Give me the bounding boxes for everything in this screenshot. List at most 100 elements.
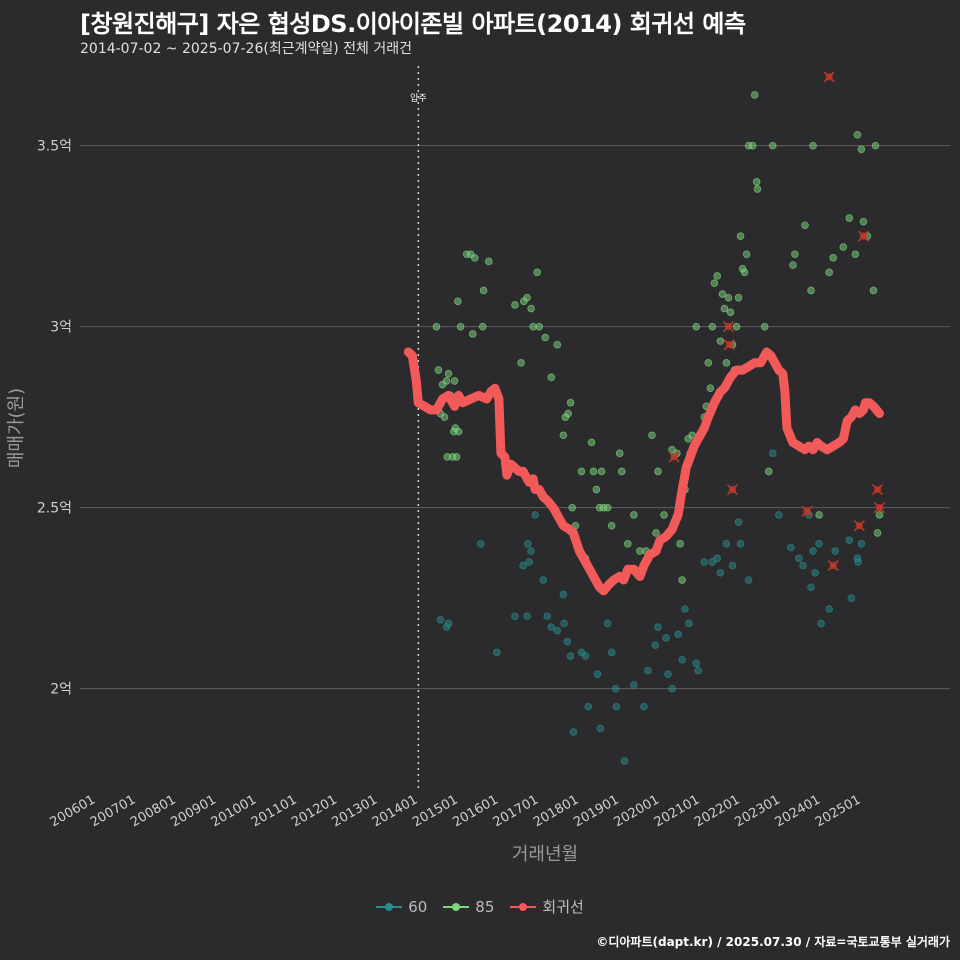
- point-60-44: [694, 666, 703, 675]
- y-tick-label-2: 3억: [50, 320, 72, 336]
- point-85-26: [517, 359, 525, 367]
- point-85-36: [559, 431, 568, 440]
- point-85-76: [708, 322, 717, 331]
- point-60-6: [523, 612, 531, 621]
- chart-subtitle: 2014-07-02 ~ 2025-07-26(최근계약일) 전체 거래건: [80, 41, 412, 57]
- x-tick-label-11: 201701: [491, 792, 541, 830]
- point-60-60: [807, 583, 815, 592]
- x-tick-label-7: 201301: [330, 792, 380, 830]
- point-60-67: [845, 536, 854, 545]
- point-60-27: [607, 648, 616, 657]
- point-85-111: [851, 250, 860, 259]
- point-60-31: [630, 681, 638, 689]
- point-60-43: [692, 659, 701, 668]
- outlier-marker-4: [823, 71, 835, 83]
- regression-line: [403, 347, 884, 596]
- point-85-79: [716, 337, 725, 345]
- chart-legend: 60 85 회귀선: [0, 896, 960, 917]
- point-85-102: [791, 250, 799, 259]
- legend-label-85: 85: [475, 897, 495, 916]
- point-85-11: [450, 377, 459, 385]
- legend-label-60: 60: [408, 897, 428, 916]
- point-85-94: [748, 141, 757, 150]
- point-85-104: [807, 286, 815, 295]
- point-85-87: [732, 322, 741, 331]
- point-60-3: [476, 540, 485, 548]
- point-85-84: [726, 308, 735, 316]
- point-60-49: [722, 540, 731, 548]
- point-60-65: [825, 605, 833, 613]
- point-85-95: [750, 91, 759, 99]
- point-60-16: [559, 590, 568, 599]
- x-tick-label-17: 202301: [732, 792, 782, 830]
- point-85-28: [523, 293, 531, 302]
- point-60-15: [553, 626, 562, 635]
- point-85-82: [722, 359, 731, 367]
- x-tick-label-1: 200701: [88, 792, 138, 830]
- point-60-13: [543, 612, 552, 621]
- point-60-64: [817, 619, 825, 628]
- point-85-99: [764, 467, 773, 476]
- point-60-40: [678, 655, 686, 664]
- point-60-54: [768, 449, 777, 458]
- legend-label-regression: 회귀선: [542, 898, 584, 916]
- point-85-108: [829, 254, 837, 262]
- point-85-64: [676, 540, 684, 548]
- point-60-56: [787, 543, 795, 552]
- point-85-70: [692, 322, 701, 331]
- point-85-16: [456, 322, 465, 331]
- point-85-106: [815, 511, 823, 519]
- point-85-113: [857, 145, 866, 154]
- point-85-98: [760, 322, 769, 331]
- point-85-81: [720, 304, 729, 313]
- point-85-83: [724, 293, 733, 302]
- point-85-51: [607, 521, 616, 530]
- point-60-39: [674, 630, 682, 639]
- point-85-55: [630, 511, 638, 519]
- point-85-89: [736, 232, 745, 240]
- y-tick-label-0: 2억: [50, 682, 72, 698]
- point-85-38: [564, 409, 572, 418]
- legend-item-85: 85: [443, 898, 494, 916]
- outlier-marker-3: [726, 483, 739, 496]
- point-60-71: [857, 540, 866, 548]
- point-85-92: [742, 250, 751, 259]
- point-60-37: [664, 670, 672, 678]
- point-85-59: [652, 529, 660, 537]
- point-85-7: [444, 369, 453, 378]
- point-60-26: [603, 619, 612, 628]
- move-in-label: 입주: [410, 92, 427, 104]
- point-85-103: [801, 221, 809, 230]
- point-85-75: [706, 384, 715, 392]
- point-85-118: [873, 529, 882, 537]
- point-85-74: [704, 359, 713, 367]
- legend-key-regression-icon: [510, 900, 537, 914]
- point-85-44: [587, 438, 596, 447]
- point-85-42: [577, 467, 586, 476]
- point-85-78: [713, 272, 721, 280]
- point-85-24: [485, 257, 493, 266]
- point-60-5: [511, 612, 519, 621]
- x-tick-label-16: 202201: [692, 792, 742, 830]
- point-85-101: [789, 261, 797, 269]
- point-60-17: [560, 619, 568, 628]
- point-60-11: [531, 511, 539, 519]
- point-60-70: [854, 558, 862, 566]
- point-85-22: [478, 322, 487, 331]
- outlier-marker-2: [723, 339, 735, 351]
- point-60-62: [811, 568, 819, 577]
- point-85-96: [752, 178, 761, 186]
- x-tick-label-14: 202001: [612, 792, 662, 830]
- source-caption: ©디아파트(dapt.kr) / 2025.07.30 / 자료=국토교통부 실…: [596, 935, 950, 949]
- x-tick-label-6: 201201: [289, 792, 339, 830]
- point-60-47: [713, 554, 721, 563]
- point-85-4: [440, 413, 449, 421]
- point-60-28: [611, 684, 620, 693]
- point-60-55: [775, 511, 783, 519]
- point-60-2: [444, 619, 453, 628]
- point-60-34: [651, 641, 659, 649]
- x-tick-label-8: 201401: [370, 792, 420, 830]
- point-60-33: [644, 666, 652, 675]
- point-60-66: [831, 547, 840, 555]
- point-60-8: [525, 558, 533, 566]
